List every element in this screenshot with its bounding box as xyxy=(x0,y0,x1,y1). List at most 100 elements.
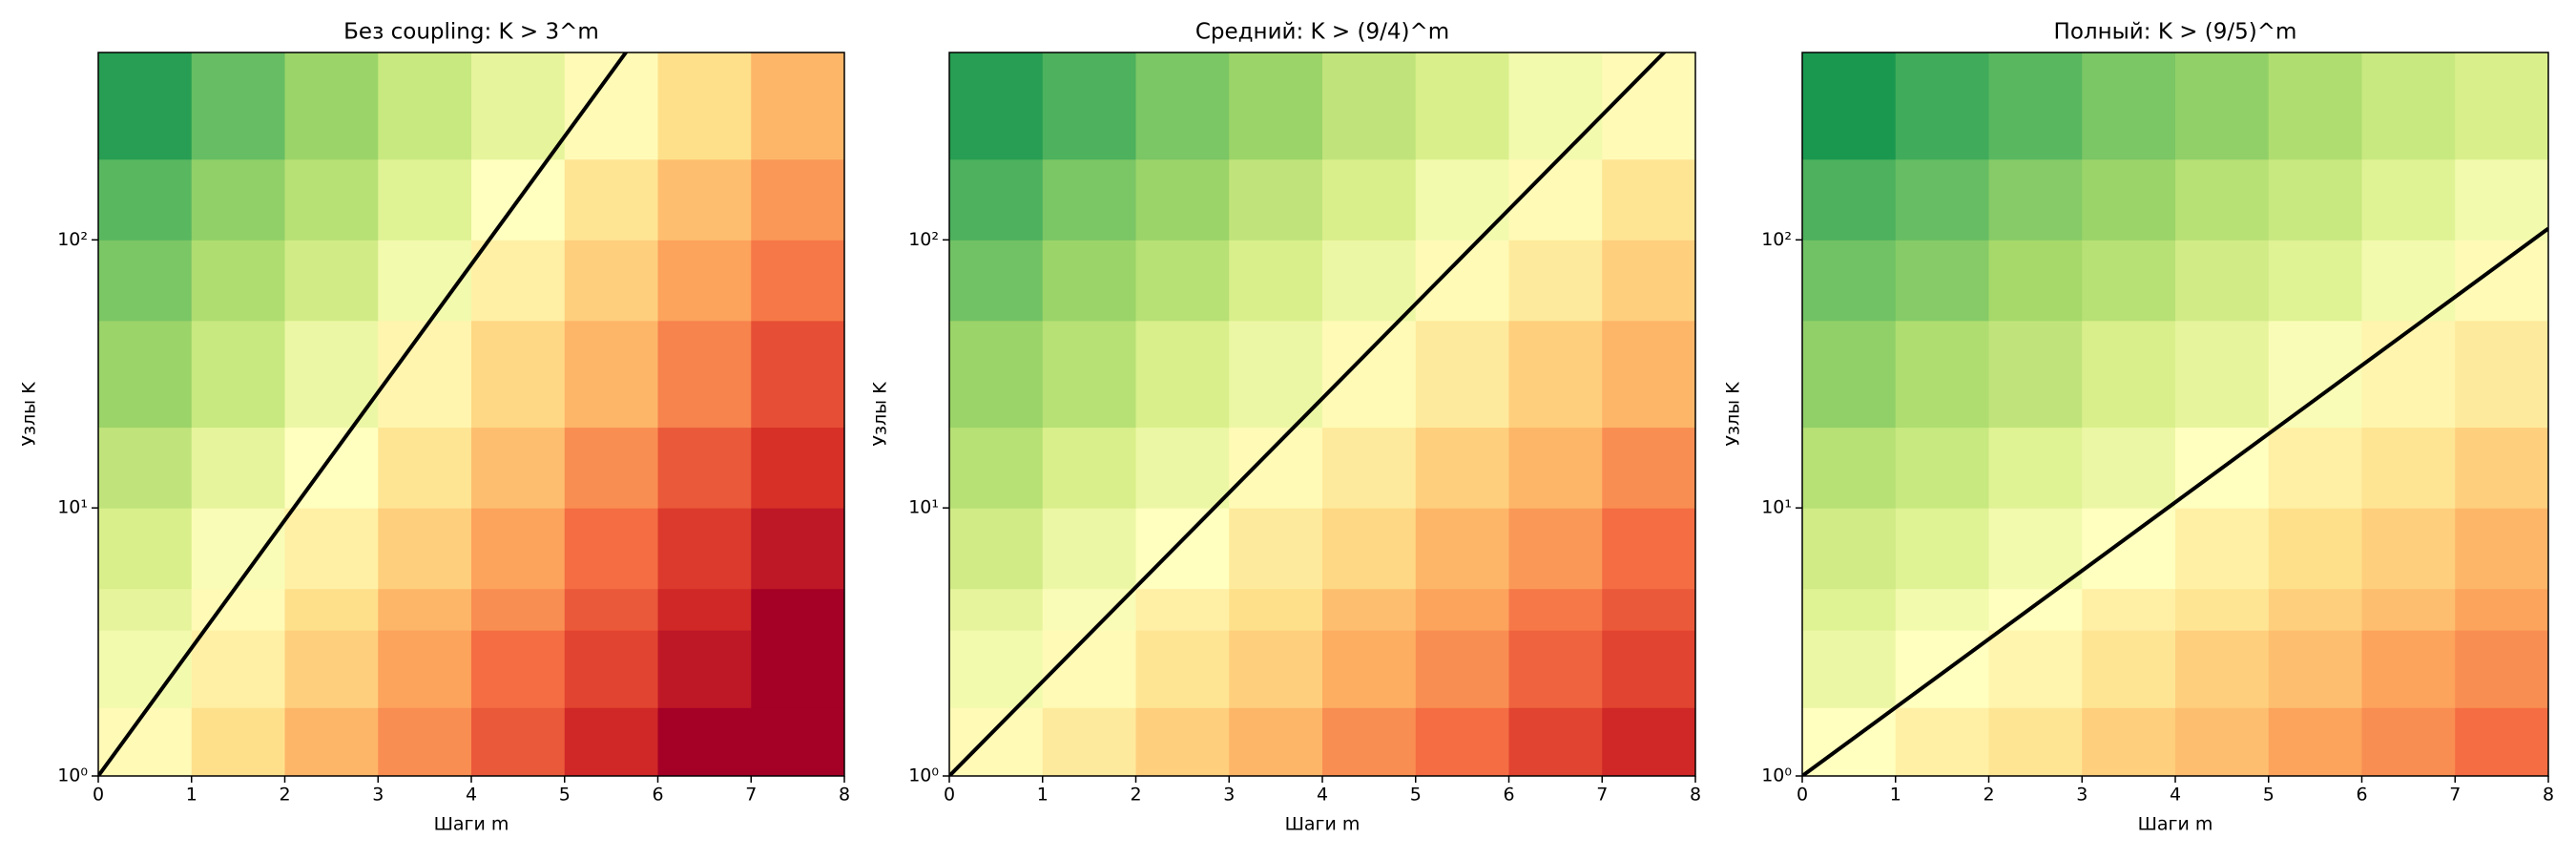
heatmap-cell xyxy=(2175,320,2270,429)
heatmap-cell xyxy=(1322,508,1417,590)
heatmap-cell xyxy=(2082,630,2176,708)
heatmap-cell xyxy=(1415,320,1509,429)
heatmap-cell xyxy=(98,320,193,429)
heatmap-cell xyxy=(949,158,1044,241)
heatmap-cell xyxy=(751,707,845,777)
heatmap-cell xyxy=(751,508,845,590)
heatmap-cell xyxy=(1135,630,1230,708)
heatmap-cell xyxy=(1042,240,1136,322)
heatmap-cell xyxy=(2082,508,2176,590)
heatmap-cell xyxy=(1135,52,1230,160)
x-tick-label: 7 xyxy=(1596,785,1608,806)
heatmap-cell xyxy=(657,158,752,241)
y-axis-label: Узлы K xyxy=(1723,382,1744,447)
heatmap-cell xyxy=(2175,630,2270,708)
heatmap-cell xyxy=(2175,588,2270,631)
heatmap-cell xyxy=(1508,508,1603,590)
heatmap-cell xyxy=(191,508,285,590)
heatmap-cell xyxy=(1229,707,1323,777)
panel: 0 1 2 3 4 5 6 7 8 10⁰ 10¹ 10² Средний: K > (9/4)^m Ша… xyxy=(870,20,1702,835)
heatmap-cell xyxy=(471,240,566,322)
heatmap-cell xyxy=(1508,707,1603,777)
y-tick-label: 10⁰ xyxy=(57,765,88,786)
heatmap-cell xyxy=(1322,240,1417,322)
threshold-line xyxy=(1802,226,2548,776)
heatmap-cell xyxy=(1895,508,1989,590)
chart-title: Средний: K > (9/4)^m xyxy=(1195,20,1449,45)
x-tick-label: 8 xyxy=(2543,785,2554,806)
heatmap-cell xyxy=(471,320,566,429)
heatmap-cell xyxy=(751,240,845,322)
heatmap-cell xyxy=(2361,707,2456,777)
x-tick-label: 3 xyxy=(2076,785,2088,806)
heatmap-cell xyxy=(191,588,285,631)
heatmap-cell xyxy=(564,427,658,509)
heatmap-cell xyxy=(1042,707,1136,777)
heatmap-cell xyxy=(1895,158,1989,241)
heatmap-cell xyxy=(284,158,379,241)
heatmap-cell xyxy=(1802,320,1897,429)
x-tick-label: 8 xyxy=(1690,785,1701,806)
heatmap-cell xyxy=(564,630,658,708)
heatmap-cell xyxy=(564,320,658,429)
heatmap-cell xyxy=(751,427,845,509)
heatmap-cell xyxy=(1988,427,2083,509)
y-tick-label: 10¹ xyxy=(908,497,939,518)
heatmap-cell xyxy=(98,508,193,590)
heatmap-cell xyxy=(949,240,1044,322)
heatmap-cell xyxy=(378,52,472,160)
x-tick-label: 0 xyxy=(944,785,955,806)
heatmap-cell xyxy=(1508,588,1603,631)
heatmap-cell xyxy=(1602,240,1696,322)
heatmap-cell xyxy=(378,508,472,590)
heatmap-cell xyxy=(2268,427,2362,509)
heatmap-cell xyxy=(751,52,845,160)
heatmap-cell xyxy=(657,240,752,322)
heatmap-cell xyxy=(949,588,1044,631)
heatmap-cell xyxy=(1895,320,1989,429)
y-tick-label: 10² xyxy=(908,229,939,250)
x-tick-label: 2 xyxy=(1983,785,1994,806)
heatmap-cell xyxy=(2455,707,2549,777)
x-tick-label: 6 xyxy=(1503,785,1514,806)
heatmap-cell xyxy=(2455,240,2549,322)
panel: 0 1 2 3 4 5 6 7 8 10⁰ 10¹ 10² Полный: K > (9/5)^m Шаг… xyxy=(1723,20,2555,835)
x-tick-label: 4 xyxy=(1317,785,1328,806)
heatmap-cell xyxy=(378,588,472,631)
heatmap-cell xyxy=(2175,158,2270,241)
x-tick-label: 6 xyxy=(652,785,663,806)
heatmap-cell xyxy=(2268,707,2362,777)
heatmap-cell xyxy=(1042,158,1136,241)
heatmap-cell xyxy=(2268,320,2362,429)
heatmap-cell xyxy=(2268,630,2362,708)
heatmap-cell xyxy=(284,707,379,777)
heatmap-cell xyxy=(1135,427,1230,509)
heatmap-cell xyxy=(1415,630,1509,708)
heatmap-cell xyxy=(1802,158,1897,241)
heatmap-cell xyxy=(191,427,285,509)
heatmap-cell xyxy=(2082,52,2176,160)
heatmap-cell xyxy=(949,320,1044,429)
heatmap-cell xyxy=(949,707,1044,777)
chart-title: Без coupling: K > 3^m xyxy=(343,20,599,45)
heatmap-cell xyxy=(1988,707,2083,777)
heatmap-cell xyxy=(1508,320,1603,429)
heatmap-cell xyxy=(564,508,658,590)
heatmap-cell xyxy=(1602,588,1696,631)
heatmap-cell xyxy=(1135,240,1230,322)
heatmap-cell xyxy=(1229,52,1323,160)
heatmap-cell xyxy=(2268,52,2362,160)
heatmap-cell xyxy=(284,508,379,590)
heatmap-cell xyxy=(191,158,285,241)
heatmap-cell xyxy=(1895,427,1989,509)
heatmap-cell xyxy=(1802,588,1897,631)
threshold-line xyxy=(949,52,1667,776)
heatmap-cell xyxy=(657,508,752,590)
heatmap-cell xyxy=(98,588,193,631)
heatmap-cell xyxy=(284,588,379,631)
heatmap-cell xyxy=(564,52,658,160)
heatmap-cell xyxy=(2455,52,2549,160)
heatmap-cell xyxy=(564,707,658,777)
